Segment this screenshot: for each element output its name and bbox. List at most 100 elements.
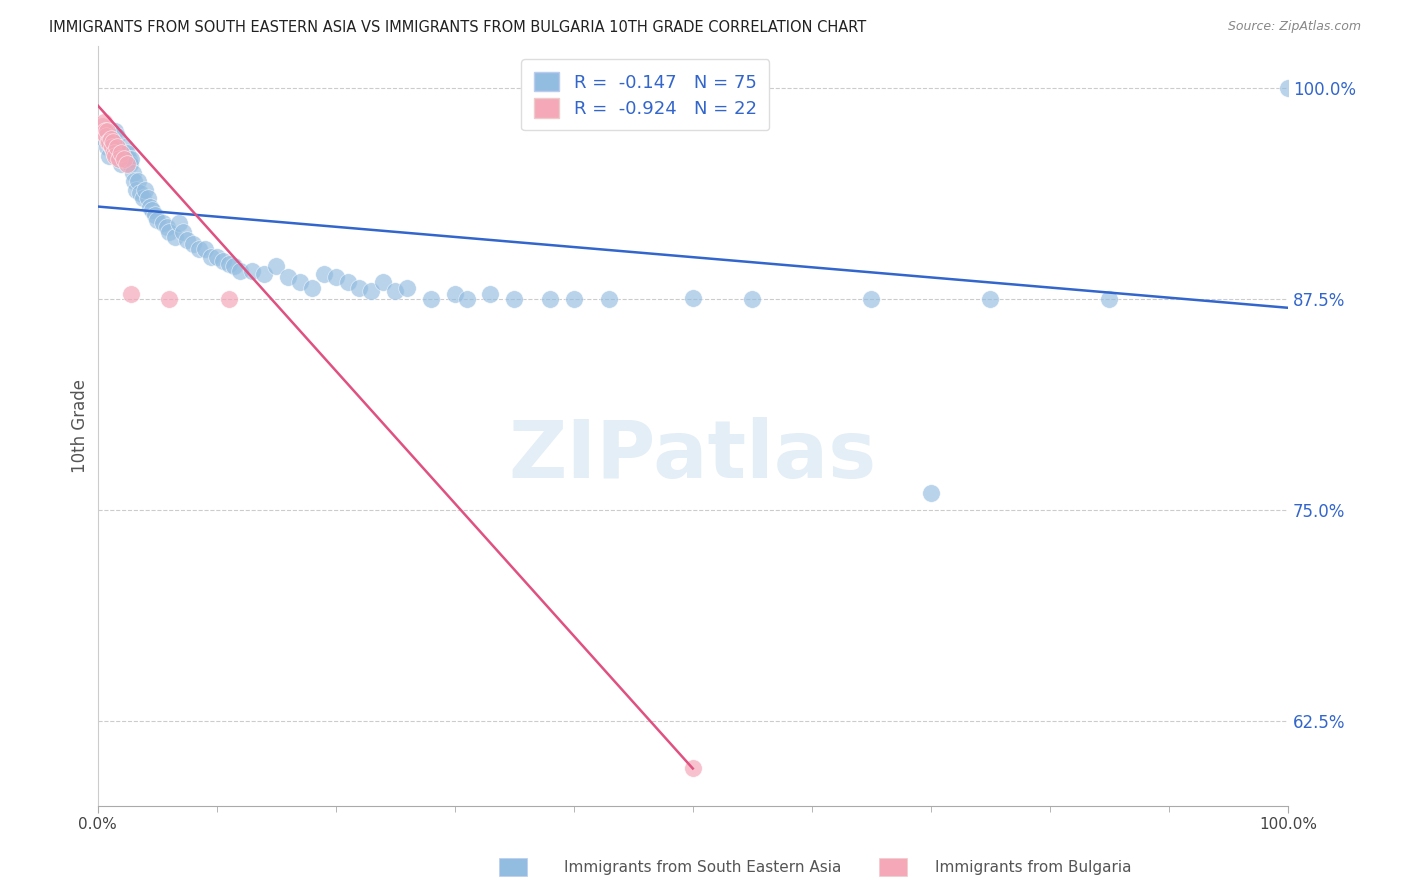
Text: IMMIGRANTS FROM SOUTH EASTERN ASIA VS IMMIGRANTS FROM BULGARIA 10TH GRADE CORREL: IMMIGRANTS FROM SOUTH EASTERN ASIA VS IM… (49, 20, 866, 35)
Point (157, 225, 180, 239)
Point (277, 270, 299, 285)
Point (325, 270, 347, 285)
Point (97, 136, 120, 150)
Point (98, 136, 121, 150)
Point (156, 219, 179, 234)
Point (94, 128, 117, 143)
Point (104, 149, 127, 163)
Point (117, 157, 139, 171)
Point (176, 233, 198, 247)
Point (240, 263, 263, 277)
Point (124, 174, 146, 188)
Point (218, 293, 240, 307)
Text: Source: ZipAtlas.com: Source: ZipAtlas.com (1227, 20, 1361, 33)
Point (384, 284, 406, 298)
Point (419, 293, 441, 307)
Text: Immigrants from Bulgaria: Immigrants from Bulgaria (935, 860, 1132, 874)
Point (253, 267, 276, 281)
Point (91, 119, 114, 133)
Point (312, 267, 335, 281)
Point (229, 263, 252, 277)
Point (152, 216, 174, 230)
Point (93, 132, 115, 146)
Point (93, 123, 115, 137)
Point (598, 293, 620, 307)
Point (101, 140, 124, 154)
Point (211, 253, 233, 268)
Point (101, 136, 124, 150)
Point (562, 293, 585, 307)
Point (157, 293, 180, 307)
Point (139, 200, 162, 214)
Point (167, 216, 190, 230)
Point (118, 157, 141, 171)
Point (172, 225, 194, 239)
Point (360, 284, 382, 298)
Point (205, 250, 228, 264)
Point (110, 145, 132, 160)
Point (115, 153, 138, 167)
Point (301, 280, 323, 294)
Point (103, 136, 125, 150)
Point (104, 123, 127, 137)
Point (127, 174, 149, 188)
Point (111, 145, 134, 160)
Point (129, 186, 152, 200)
Point (108, 149, 131, 163)
Point (100, 132, 122, 146)
Point (141, 202, 163, 217)
Point (101, 140, 124, 154)
Point (136, 191, 159, 205)
Point (108, 153, 131, 167)
Point (163, 230, 186, 244)
Point (200, 250, 222, 264)
Point (105, 128, 128, 143)
Point (224, 259, 246, 273)
Point (1098, 293, 1121, 307)
Point (979, 293, 1001, 307)
Point (860, 293, 883, 307)
Point (96, 123, 118, 137)
Point (122, 166, 145, 180)
Point (264, 259, 287, 273)
Point (108, 153, 131, 167)
Point (146, 213, 169, 227)
Point (110, 157, 132, 171)
Point (117, 145, 139, 160)
Point (349, 280, 371, 294)
Point (479, 287, 502, 301)
Point (124, 183, 146, 197)
Point (538, 293, 561, 307)
Point (443, 287, 465, 301)
Point (112, 153, 135, 167)
Point (114, 140, 136, 154)
Point (503, 293, 526, 307)
Point (741, 293, 763, 307)
Point (187, 242, 209, 256)
Point (920, 486, 942, 500)
Point (98, 149, 121, 163)
Point (89, 123, 111, 137)
Point (194, 242, 217, 256)
Point (112, 153, 135, 167)
Y-axis label: 10th Grade: 10th Grade (72, 379, 89, 473)
Point (396, 280, 419, 294)
Point (120, 153, 142, 167)
Point (105, 140, 128, 154)
Point (1277, 81, 1299, 95)
Point (373, 276, 395, 290)
Point (117, 153, 139, 167)
Text: Immigrants from South Eastern Asia: Immigrants from South Eastern Asia (564, 860, 842, 874)
Point (103, 145, 125, 160)
Point (288, 276, 311, 290)
Point (682, 762, 704, 776)
Point (336, 276, 359, 290)
Point (120, 287, 142, 301)
Point (682, 291, 704, 305)
Point (181, 236, 204, 251)
Point (132, 191, 155, 205)
Point (143, 208, 166, 222)
Point (456, 293, 478, 307)
Legend: R =  -0.147   N = 75, R =  -0.924   N = 22: R = -0.147 N = 75, R = -0.924 N = 22 (522, 59, 769, 130)
Point (218, 257, 240, 271)
